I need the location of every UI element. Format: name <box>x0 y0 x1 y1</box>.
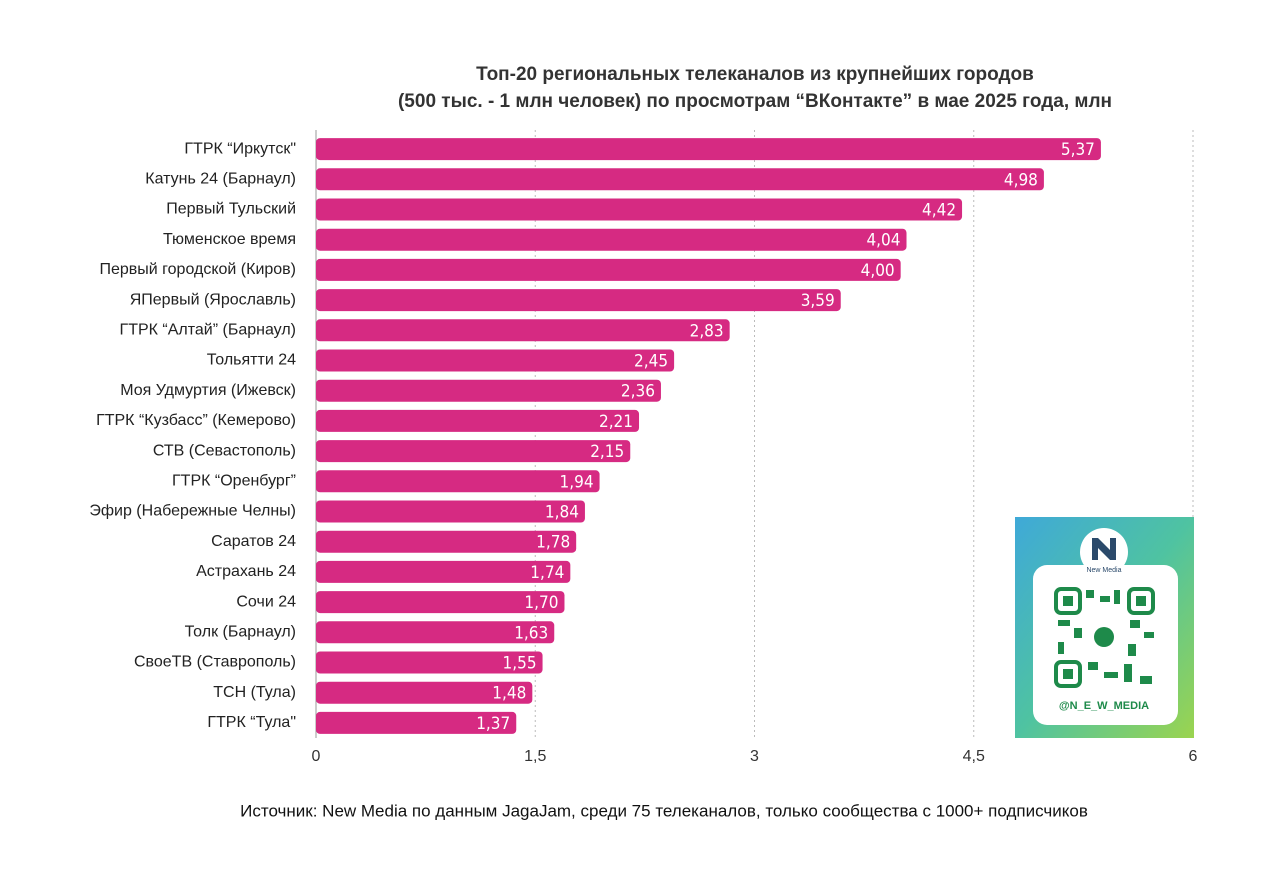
value-label: 2,21 <box>599 412 633 432</box>
value-label: 1,37 <box>476 714 510 734</box>
bar <box>316 138 1101 161</box>
value-label: 1,78 <box>536 533 570 553</box>
value-label: 4,98 <box>1004 170 1038 190</box>
category-label: Сочи 24 <box>236 593 296 610</box>
bar <box>316 560 571 583</box>
bar <box>316 289 841 312</box>
category-label: ТСН (Тула) <box>213 684 296 701</box>
bar <box>316 651 543 674</box>
logo-text: New Media <box>1086 567 1121 574</box>
category-label: Тольятти 24 <box>207 352 296 369</box>
value-label: 2,45 <box>634 352 668 372</box>
bar <box>316 530 577 553</box>
bar <box>316 711 517 734</box>
category-label: Саратов 24 <box>211 533 296 550</box>
bar <box>316 500 585 523</box>
bar <box>316 591 565 614</box>
bar <box>316 349 675 372</box>
category-label: ЯПервый (Ярославль) <box>130 291 296 308</box>
bar <box>316 440 631 463</box>
x-tick-label: 6 <box>1189 748 1198 765</box>
value-label: 2,83 <box>690 321 724 341</box>
plot: 0 1,5 3 4,5 6 ГТРК “Иркутск" 5,37 Катунь 24 (Ба… <box>89 130 1198 765</box>
x-tick-label: 3 <box>750 748 759 765</box>
bar <box>316 258 901 281</box>
value-label: 4,00 <box>861 261 895 281</box>
bar <box>316 470 600 493</box>
source-note: Источник: New Media по данным JagaJam, с… <box>240 801 1088 820</box>
value-label: 1,84 <box>545 503 579 523</box>
bar <box>316 198 963 221</box>
value-label: 1,55 <box>503 654 537 674</box>
x-tick-label: 0 <box>312 748 321 765</box>
category-label: Катунь 24 (Барнаул) <box>145 171 296 188</box>
qr-badge: New Media @N_E_W_MEDIA <box>1015 517 1194 738</box>
category-label: СТВ (Севастополь) <box>153 442 296 459</box>
category-label: Толк (Барнаул) <box>185 624 296 641</box>
qr-code <box>1054 587 1155 688</box>
bar <box>316 228 907 251</box>
x-tick-label: 1,5 <box>524 748 546 765</box>
bar <box>316 409 640 432</box>
bar <box>316 379 661 402</box>
category-label: ГТРК “Кузбасс” (Кемерово) <box>96 412 296 429</box>
value-label: 1,94 <box>560 472 594 492</box>
value-label: 4,04 <box>866 231 900 251</box>
category-label: Первый Тульский <box>166 201 296 218</box>
category-label: ГТРК “Иркутск" <box>184 140 296 157</box>
chart-title: Топ-20 региональных телеканалов из крупн… <box>476 64 1034 85</box>
category-label: ГТРК “Алтай” (Барнаул) <box>120 322 296 339</box>
bar <box>316 319 730 342</box>
value-label: 1,63 <box>514 623 548 643</box>
bar <box>316 681 533 704</box>
value-label: 2,36 <box>621 382 655 402</box>
value-label: 4,42 <box>922 201 956 221</box>
category-label: Тюменское время <box>163 231 296 248</box>
category-label: Эфир (Набережные Челны) <box>89 503 296 520</box>
value-label: 1,70 <box>524 593 558 613</box>
qr-handle: @N_E_W_MEDIA <box>1059 700 1149 712</box>
logo-mark <box>1092 538 1116 560</box>
value-label: 2,15 <box>590 442 624 462</box>
value-label: 5,37 <box>1061 140 1095 160</box>
category-label: СвоеТВ (Ставрополь) <box>134 654 296 671</box>
bar <box>316 621 555 644</box>
value-label: 3,59 <box>801 291 835 311</box>
value-label: 1,74 <box>530 563 564 583</box>
value-label: 1,48 <box>492 684 526 704</box>
x-tick-label: 4,5 <box>963 748 985 765</box>
category-label: Первый городской (Киров) <box>99 261 296 278</box>
category-label: ГТРК “Тула" <box>207 714 296 731</box>
chart-title: (500 тыс. - 1 млн человек) по просмотрам… <box>398 91 1112 112</box>
category-label: ГТРК “Оренбург” <box>172 473 296 490</box>
category-label: Моя Удмуртия (Ижевск) <box>120 382 296 399</box>
bar <box>316 168 1044 191</box>
category-label: Астрахань 24 <box>196 563 296 580</box>
